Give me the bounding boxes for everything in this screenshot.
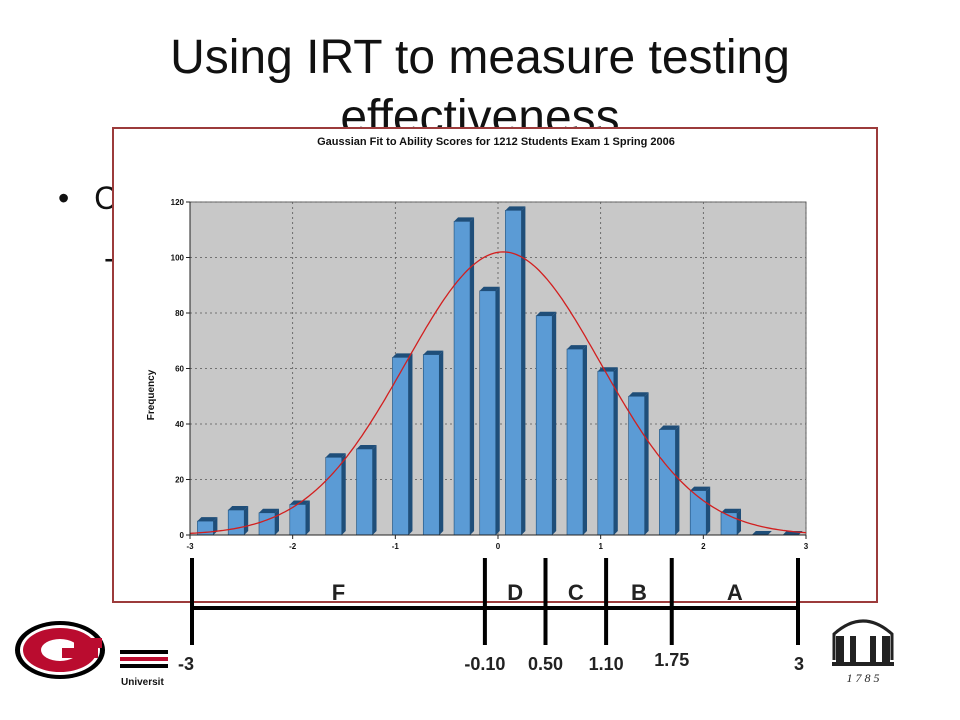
- histogram-bar: [566, 345, 587, 536]
- y-tick-label: 40: [175, 420, 184, 429]
- histogram-bar: [535, 311, 557, 536]
- y-tick-label: 60: [175, 365, 184, 374]
- university-stripes: [120, 650, 168, 671]
- grade-letter-c: C: [568, 580, 584, 605]
- grade-letter-a: A: [727, 580, 743, 605]
- university-wordmark: Universit: [121, 677, 164, 688]
- y-tick-label: 100: [171, 254, 185, 263]
- slide-title-line1: Using IRT to measure testing: [170, 31, 790, 84]
- histogram-bar: [422, 350, 444, 536]
- arch-logo: 1 7 8 5: [832, 619, 894, 685]
- histogram-bar: [659, 425, 680, 536]
- grade-boundary-label: 1.75: [654, 650, 689, 670]
- histogram-svg: Gaussian Fit to Ability Scores for 1212 …: [146, 136, 809, 551]
- grade-boundary-label: 0.50: [528, 654, 563, 674]
- bullet-text: C: [94, 180, 118, 216]
- y-tick-label: 20: [175, 476, 184, 485]
- x-tick-label: -1: [392, 542, 400, 551]
- grade-boundary-label: 3: [794, 654, 804, 674]
- chart-title: Gaussian Fit to Ability Scores for 1212 …: [317, 136, 675, 148]
- histogram-chart: Gaussian Fit to Ability Scores for 1212 …: [112, 127, 878, 603]
- histogram-bar: [479, 286, 500, 536]
- grade-boundary-label: -3: [178, 654, 194, 674]
- bars: [197, 206, 803, 536]
- x-tick-label: 2: [701, 542, 706, 551]
- y-tick-label: 80: [175, 309, 184, 318]
- x-tick-label: -3: [186, 542, 194, 551]
- grade-boundary-label: 1.10: [589, 654, 624, 674]
- bullet-glyph: •: [58, 180, 70, 216]
- x-tick-label: 1: [598, 542, 603, 551]
- grade-boundary-label: -0.10: [464, 654, 505, 674]
- uga-g-logo: [15, 621, 105, 679]
- histogram-bar: [751, 531, 772, 535]
- histogram-bar: [689, 486, 711, 536]
- axes: -3 -2 -1 0 1 2 3 0 20 40 60 80 100 120: [171, 198, 809, 551]
- sub-bullet-dash: -: [104, 240, 115, 276]
- x-tick-label: -2: [289, 542, 297, 551]
- y-tick-label: 120: [171, 198, 185, 207]
- grade-letter-d: D: [507, 580, 523, 605]
- histogram-bar: [289, 500, 310, 536]
- x-tick-label: 0: [496, 542, 501, 551]
- y-tick-label: 0: [180, 531, 185, 540]
- x-tick-label: 3: [804, 542, 809, 551]
- histogram-bar: [356, 444, 377, 536]
- histogram-bar: [227, 506, 249, 536]
- histogram-bar: [720, 508, 741, 536]
- slide-title: Using IRT to measure testing effectivene…: [0, 28, 960, 148]
- grade-letter-b: B: [631, 580, 647, 605]
- histogram-bar: [505, 206, 526, 536]
- grade-letter-f: F: [332, 580, 345, 605]
- bullet-item: • C: [58, 180, 117, 217]
- histogram-bar: [392, 353, 413, 536]
- y-axis-label: Frequency: [146, 369, 157, 420]
- histogram-bar: [453, 217, 475, 536]
- gaussian-fit-curve: [189, 251, 807, 535]
- arch-year: 1 7 8 5: [847, 671, 880, 685]
